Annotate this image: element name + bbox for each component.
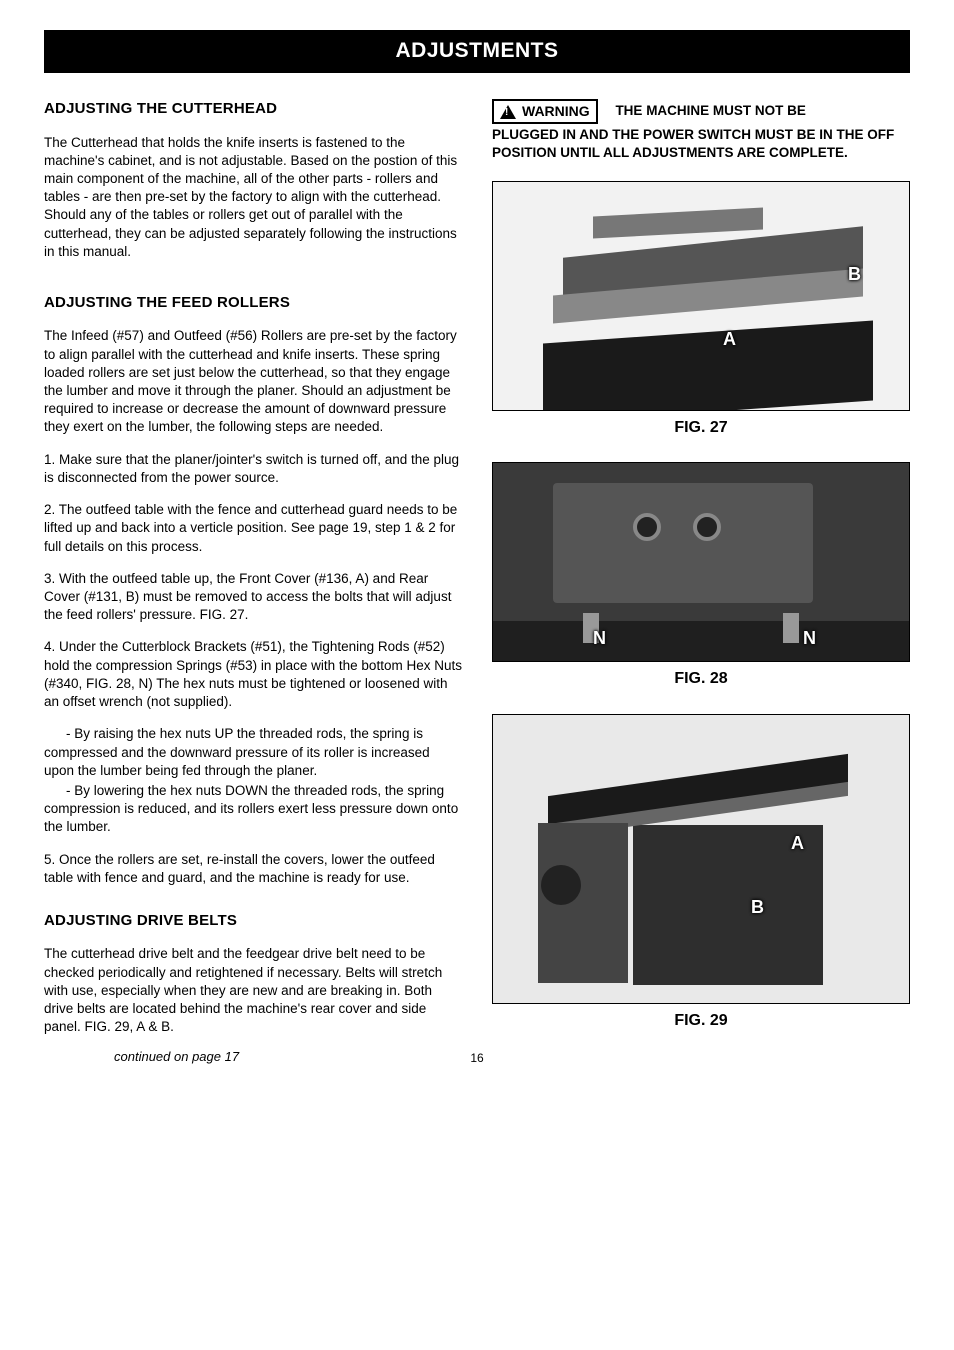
warning-lead-text: THE MACHINE MUST NOT BE xyxy=(601,103,806,118)
fig27-label-a: A xyxy=(723,327,736,351)
step-1: 1. Make sure that the planer/jointer's s… xyxy=(44,451,462,487)
para-cutterhead: The Cutterhead that holds the knife inse… xyxy=(44,134,462,262)
warning-badge: WARNING xyxy=(492,99,598,124)
two-column-layout: ADJUSTING THE CUTTERHEAD The Cutterhead … xyxy=(44,99,910,1040)
fig29-label-b: B xyxy=(751,895,764,919)
left-column: ADJUSTING THE CUTTERHEAD The Cutterhead … xyxy=(44,99,462,1040)
para-feed-rollers-intro: The Infeed (#57) and Outfeed (#56) Rolle… xyxy=(44,327,462,436)
page-number: 16 xyxy=(470,1050,483,1066)
step-5: 5. Once the rollers are set, re-install … xyxy=(44,851,462,887)
heading-feed-rollers: ADJUSTING THE FEED ROLLERS xyxy=(44,293,462,313)
section-title-bar: ADJUSTMENTS xyxy=(44,30,910,73)
heading-drive-belts: ADJUSTING DRIVE BELTS xyxy=(44,911,462,931)
warning-triangle-icon xyxy=(500,105,516,119)
page-footer: continued on page 17 16 xyxy=(44,1048,910,1066)
step-4: 4. Under the Cutterblock Brackets (#51),… xyxy=(44,638,462,711)
bullet-raise: - By raising the hex nuts UP the threade… xyxy=(44,725,462,780)
fig29-label-a: A xyxy=(791,831,804,855)
fig27-label-b: B xyxy=(848,262,861,286)
step-3: 3. With the outfeed table up, the Front … xyxy=(44,570,462,625)
fig27-caption: FIG. 27 xyxy=(492,417,910,439)
right-column: WARNING THE MACHINE MUST NOT BE PLUGGED … xyxy=(492,99,910,1040)
warning-label-text: WARNING xyxy=(522,102,590,121)
para-drive-belts: The cutterhead drive belt and the feedge… xyxy=(44,945,462,1036)
figure-27: A B xyxy=(492,181,910,411)
fig28-label-n2: N xyxy=(803,626,816,650)
fig28-caption: FIG. 28 xyxy=(492,668,910,690)
continued-text: continued on page 17 xyxy=(44,1048,239,1066)
warning-body-text: PLUGGED IN AND THE POWER SWITCH MUST BE … xyxy=(492,126,910,162)
warning-block: WARNING THE MACHINE MUST NOT BE PLUGGED … xyxy=(492,99,910,162)
figure-29: A B xyxy=(492,714,910,1004)
fig28-label-n1: N xyxy=(593,626,606,650)
heading-cutterhead: ADJUSTING THE CUTTERHEAD xyxy=(44,99,462,119)
step-2: 2. The outfeed table with the fence and … xyxy=(44,501,462,556)
bullet-lower: - By lowering the hex nuts DOWN the thre… xyxy=(44,782,462,837)
fig29-caption: FIG. 29 xyxy=(492,1010,910,1032)
figure-28: N N xyxy=(492,462,910,662)
